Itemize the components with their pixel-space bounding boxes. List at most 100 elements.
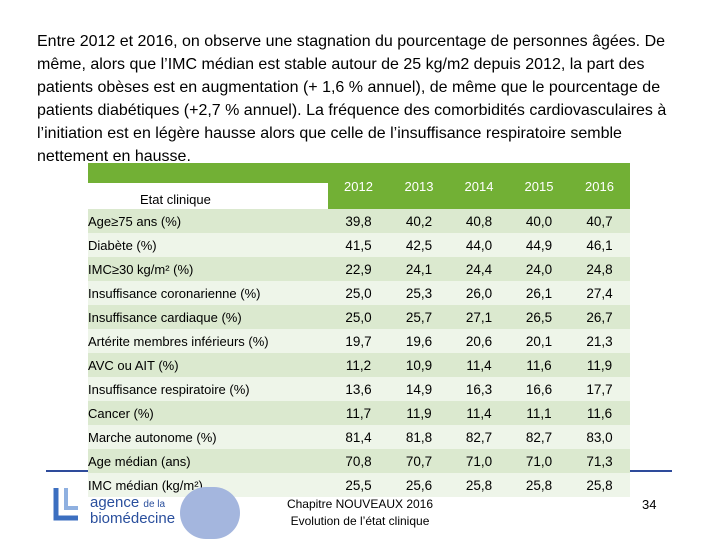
row-value: 40,8 [449, 209, 509, 233]
row-value: 41,5 [328, 233, 389, 257]
row-value: 82,7 [509, 425, 569, 449]
row-label: Age médian (ans) [88, 449, 328, 473]
row-value: 24,0 [509, 257, 569, 281]
column-header-label-text: Etat clinique [140, 192, 211, 207]
table-row: Age≥75 ans (%) 39,8 40,2 40,8 40,0 40,7 [88, 209, 630, 233]
row-value: 26,7 [569, 305, 630, 329]
table-row: Diabète (%) 41,5 42,5 44,0 44,9 46,1 [88, 233, 630, 257]
row-value: 13,6 [328, 377, 389, 401]
row-value: 39,8 [328, 209, 389, 233]
header-stripe [88, 163, 328, 183]
logo-text: agence de la biomédecine [90, 494, 176, 527]
logo-text-line2: biomédecine [90, 510, 176, 527]
row-label: Insuffisance cardiaque (%) [88, 305, 328, 329]
row-value: 11,7 [328, 401, 389, 425]
row-value: 26,5 [509, 305, 569, 329]
row-value: 26,0 [449, 281, 509, 305]
logo-text-line1: agence [90, 494, 140, 511]
row-value: 71,0 [449, 449, 509, 473]
row-value: 19,6 [389, 329, 449, 353]
row-value: 44,9 [509, 233, 569, 257]
column-header-year: 2016 [569, 163, 630, 209]
row-value: 46,1 [569, 233, 630, 257]
column-header-year: 2012 [328, 163, 389, 209]
column-header-year: 2015 [509, 163, 569, 209]
row-value: 11,9 [389, 401, 449, 425]
row-value: 25,0 [328, 305, 389, 329]
row-value: 81,8 [389, 425, 449, 449]
row-value: 20,1 [509, 329, 569, 353]
row-value: 71,0 [509, 449, 569, 473]
divider-left [46, 470, 88, 472]
row-label: Marche autonome (%) [88, 425, 328, 449]
row-value: 16,3 [449, 377, 509, 401]
row-label: Diabète (%) [88, 233, 328, 257]
column-header-label: Etat clinique [88, 163, 328, 209]
agence-biomedecine-logo: agence de la biomédecine [52, 478, 252, 538]
clinical-state-table: Etat clinique 2012 2013 2014 2015 2016 A… [88, 163, 630, 497]
intro-paragraph: Entre 2012 et 2016, on observe une stagn… [37, 33, 667, 165]
row-value: 40,2 [389, 209, 449, 233]
table-row: Insuffisance coronarienne (%) 25,0 25,3 26,… [88, 281, 630, 305]
row-label: IMC≥30 kg/m² (%) [88, 257, 328, 281]
row-value: 70,7 [389, 449, 449, 473]
decorative-circle [180, 487, 240, 539]
table-row: AVC ou AIT (%) 11,2 10,9 11,4 11,6 11,9 [88, 353, 630, 377]
logo-text-small: de la [143, 499, 166, 510]
row-value: 82,7 [449, 425, 509, 449]
footer-line1: Chapitre NOUVEAUX 2016 [286, 497, 434, 511]
row-value: 27,4 [569, 281, 630, 305]
row-value: 11,2 [328, 353, 389, 377]
row-value: 70,8 [328, 449, 389, 473]
row-value: 10,9 [389, 353, 449, 377]
row-value: 14,9 [389, 377, 449, 401]
row-label: AVC ou AIT (%) [88, 353, 328, 377]
row-value: 25,6 [389, 473, 449, 497]
row-value: 71,3 [569, 449, 630, 473]
row-label: Cancer (%) [88, 401, 328, 425]
row-value: 25,7 [389, 305, 449, 329]
table-row: Age médian (ans) 70,8 70,7 71,0 71,0 71,3 [88, 449, 630, 473]
table-row: IMC≥30 kg/m² (%) 22,9 24,1 24,4 24,0 24,8 [88, 257, 630, 281]
row-value: 19,7 [328, 329, 389, 353]
row-value: 24,8 [569, 257, 630, 281]
row-value: 83,0 [569, 425, 630, 449]
row-value: 26,1 [509, 281, 569, 305]
row-value: 20,6 [449, 329, 509, 353]
column-header-year: 2013 [389, 163, 449, 209]
divider-right [630, 470, 672, 472]
row-value: 25,0 [328, 281, 389, 305]
row-value: 25,5 [328, 473, 389, 497]
table-row: IMC médian (kg/m²) 25,5 25,6 25,8 25,8 25,8 [88, 473, 630, 497]
row-label: Age≥75 ans (%) [88, 209, 328, 233]
row-label: Insuffisance respiratoire (%) [88, 377, 328, 401]
row-value: 17,7 [569, 377, 630, 401]
row-value: 25,3 [389, 281, 449, 305]
row-value: 44,0 [449, 233, 509, 257]
table-row: Cancer (%) 11,7 11,9 11,4 11,1 11,6 [88, 401, 630, 425]
table-row: Artérite membres inférieurs (%) 19,7 19,6 2… [88, 329, 630, 353]
row-value: 81,4 [328, 425, 389, 449]
row-value: 25,8 [449, 473, 509, 497]
row-value: 21,3 [569, 329, 630, 353]
page-number: 34 [642, 497, 657, 512]
row-value: 40,0 [509, 209, 569, 233]
row-value: 11,9 [569, 353, 630, 377]
row-value: 11,4 [449, 401, 509, 425]
row-label: Artérite membres inférieurs (%) [88, 329, 328, 353]
row-value: 11,6 [509, 353, 569, 377]
row-value: 27,1 [449, 305, 509, 329]
row-value: 16,6 [509, 377, 569, 401]
table-body: Age≥75 ans (%) 39,8 40,2 40,8 40,0 40,7 Diabèt… [88, 209, 630, 497]
row-value: 11,4 [449, 353, 509, 377]
row-value: 24,4 [449, 257, 509, 281]
row-value: 25,8 [509, 473, 569, 497]
table-row: Insuffisance respiratoire (%) 13,6 14,9 16,… [88, 377, 630, 401]
table-row: Marche autonome (%) 81,4 81,8 82,7 82,7 83,0 [88, 425, 630, 449]
column-header-year: 2014 [449, 163, 509, 209]
table-header-row: Etat clinique 2012 2013 2014 2015 2016 [88, 163, 630, 209]
logo-mark-icon [53, 488, 78, 521]
row-value: 24,1 [389, 257, 449, 281]
row-label: Insuffisance coronarienne (%) [88, 281, 328, 305]
row-value: 11,6 [569, 401, 630, 425]
